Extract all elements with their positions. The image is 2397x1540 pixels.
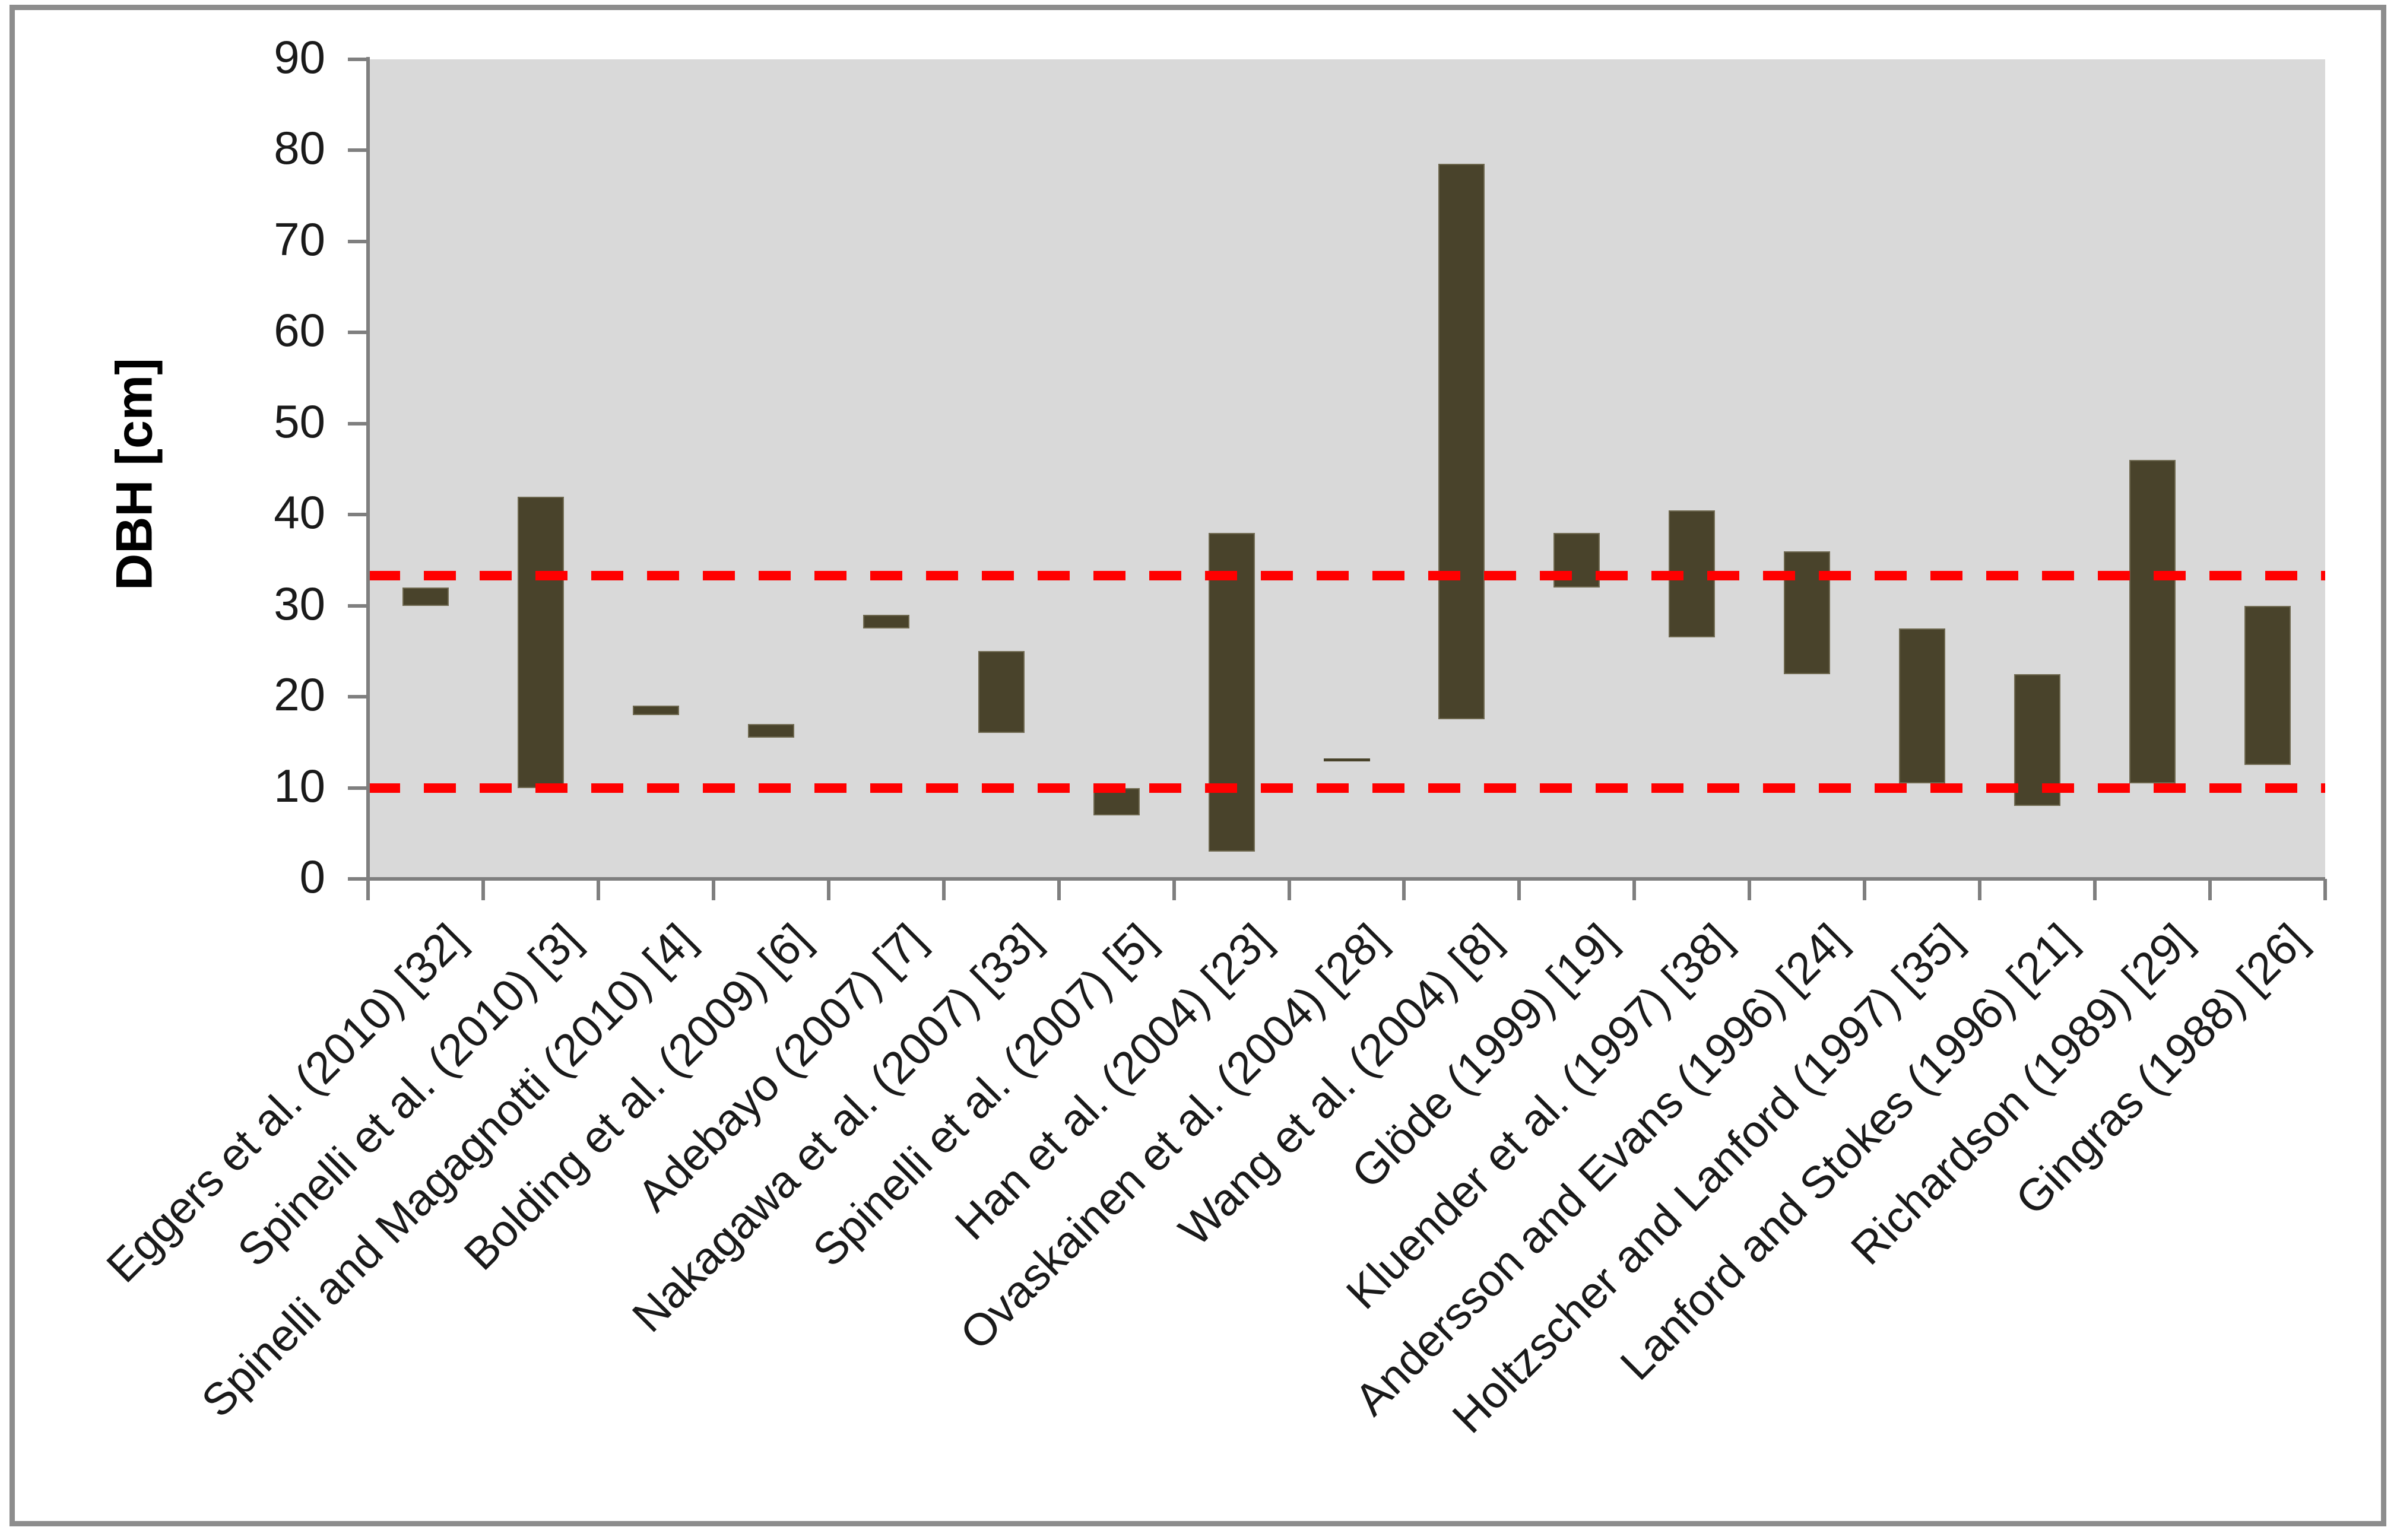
x-axis-tick: [1287, 879, 1291, 900]
x-axis-tick: [1863, 879, 1867, 900]
x-axis-tick: [596, 879, 600, 900]
range-bar: [2244, 605, 2291, 766]
range-bar: [747, 724, 794, 738]
range-bar: [863, 615, 909, 629]
x-axis-tick: [1632, 879, 1637, 900]
x-axis-tick: [1172, 879, 1176, 900]
range-bar: [402, 587, 449, 606]
range-bar: [2129, 460, 2176, 783]
x-axis-tick: [941, 879, 946, 900]
x-axis-tick: [366, 879, 370, 900]
x-axis-tick: [481, 879, 485, 900]
y-tick-label: 70: [274, 212, 325, 265]
x-axis-tick: [1748, 879, 1752, 900]
y-tick-label: 0: [299, 850, 325, 903]
range-bar: [1899, 628, 1946, 783]
x-axis-tick: [711, 879, 715, 900]
range-bar: [978, 651, 1025, 734]
y-axis-tick: [348, 604, 367, 608]
reference-line-lower: [368, 783, 2325, 793]
y-axis-tick: [348, 513, 367, 517]
range-bar: [1208, 532, 1255, 852]
plot-area: [368, 59, 2325, 879]
x-axis-line: [366, 877, 2325, 881]
x-axis-tick: [1402, 879, 1406, 900]
x-axis-tick: [1057, 879, 1061, 900]
y-axis-tick: [348, 148, 367, 153]
y-tick-label: 60: [274, 304, 325, 357]
range-bar: [632, 706, 679, 715]
x-axis-tick: [2323, 879, 2327, 900]
y-tick-label: 20: [274, 668, 325, 720]
y-tick-label: 30: [274, 577, 325, 630]
y-axis-tick: [348, 331, 367, 335]
y-axis-tick: [348, 786, 367, 790]
range-bar: [1323, 758, 1370, 762]
y-tick-label: 10: [274, 759, 325, 812]
y-axis-tick: [348, 58, 367, 61]
y-tick-label: 50: [274, 395, 325, 447]
range-bar: [1438, 164, 1485, 720]
y-tick-label: 40: [274, 486, 325, 539]
y-tick-label: 80: [274, 122, 325, 174]
x-axis-tick: [2093, 879, 2097, 900]
x-axis-tick: [2208, 879, 2212, 900]
reference-line-upper: [368, 571, 2325, 581]
y-axis-line: [366, 57, 370, 879]
x-axis-tick: [1978, 879, 1982, 900]
range-bar: [1784, 551, 1831, 674]
y-tick-label: 90: [274, 30, 325, 83]
x-axis-tick: [1517, 879, 1521, 900]
y-axis-tick: [348, 239, 367, 243]
x-axis-tick: [826, 879, 830, 900]
y-axis-tick: [348, 877, 367, 881]
y-axis-tick: [348, 421, 367, 426]
range-bar: [517, 496, 564, 788]
y-axis-title: DBH [cm]: [106, 358, 163, 590]
y-axis-tick: [348, 695, 367, 699]
